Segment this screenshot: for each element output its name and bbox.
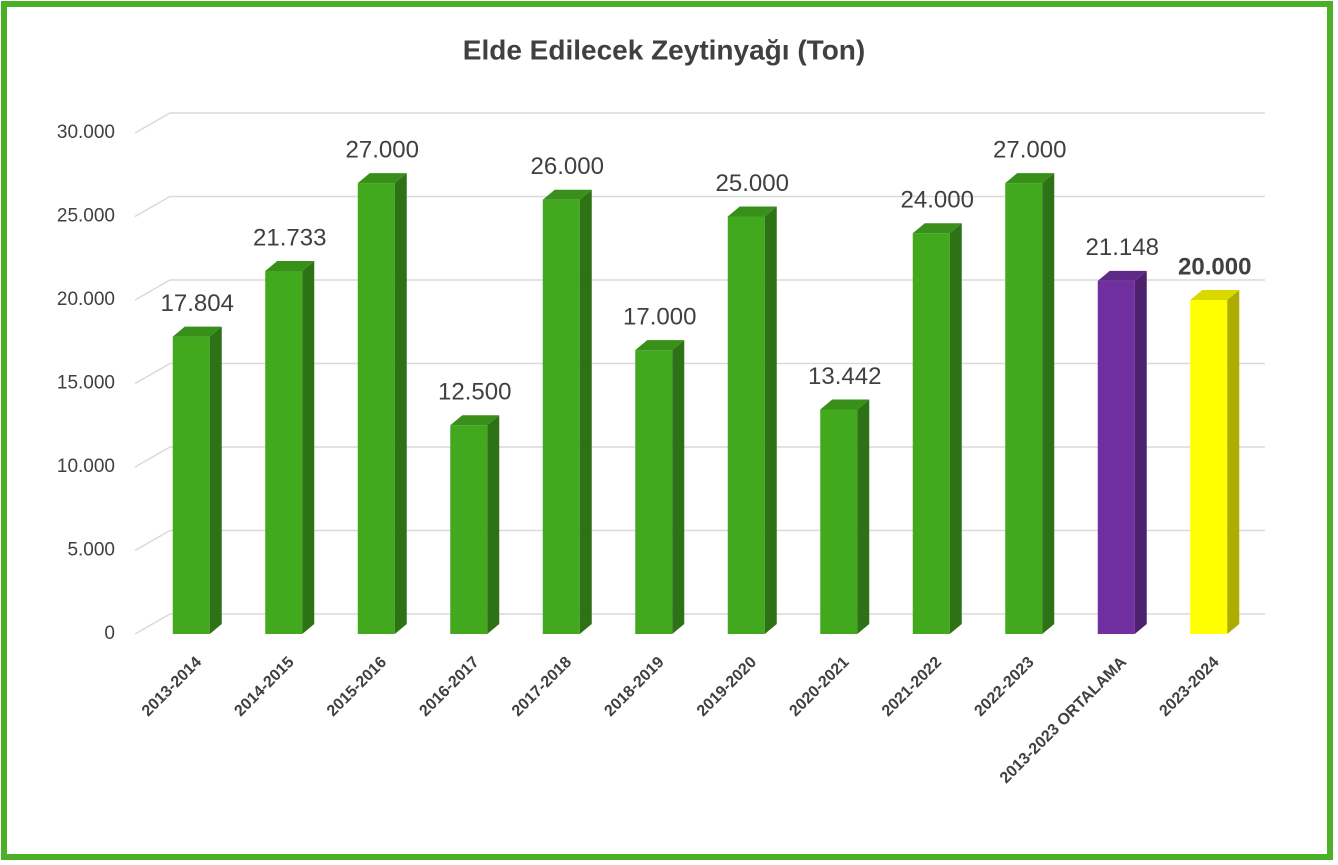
bar-top: [1097, 270, 1147, 281]
grid-line: [134, 195, 1265, 218]
bar: [172, 326, 222, 634]
bar: [820, 399, 870, 634]
bar-side: [949, 223, 962, 634]
bar-top: [820, 399, 870, 410]
bar-top: [450, 415, 500, 426]
bar: [727, 206, 777, 634]
value-label: 26.000: [531, 153, 604, 180]
y-tick-label: 5.000: [67, 540, 115, 561]
bar-front: [912, 233, 950, 634]
bar-top: [542, 189, 592, 200]
bar-front: [357, 183, 395, 634]
bar-side: [579, 189, 592, 635]
grid-line: [134, 112, 1265, 134]
grid-line: [134, 362, 1265, 385]
bar: [450, 415, 500, 634]
value-label: 24.000: [901, 187, 974, 214]
value-label: 21.733: [253, 224, 326, 251]
value-label: 17.000: [623, 303, 696, 330]
bar-top: [1190, 290, 1240, 300]
bar: [542, 189, 592, 635]
y-tick-label: 30.000: [57, 122, 115, 143]
value-label: 25.000: [716, 170, 789, 197]
bar-front: [265, 271, 303, 634]
bar-top: [727, 206, 777, 217]
bar-side: [209, 326, 222, 634]
value-label: 20.000: [1178, 253, 1251, 280]
bar-top: [635, 340, 685, 351]
bar-side: [487, 415, 500, 634]
bar: [1005, 173, 1055, 634]
grid-line: [134, 613, 1265, 635]
bar-front: [172, 336, 210, 634]
bar-top: [265, 261, 315, 272]
value-label: 12.500: [438, 379, 511, 406]
value-label: 27.000: [993, 136, 1066, 163]
bar-side: [302, 261, 315, 634]
bar-front: [635, 350, 673, 634]
y-tick-label: 0: [104, 623, 115, 644]
bar: [1097, 270, 1147, 634]
bar-side: [857, 399, 870, 634]
bar-front: [1005, 183, 1043, 634]
bar: [912, 223, 962, 634]
bar: [635, 340, 685, 634]
chart-title: Elde Edilecek Zeytinyağı (Ton): [463, 34, 865, 65]
bar-side: [764, 206, 777, 634]
bar-top: [912, 223, 962, 234]
grid-line: [134, 446, 1265, 468]
bar-front: [1097, 280, 1135, 634]
bar: [357, 173, 407, 634]
y-tick-label: 10.000: [57, 456, 115, 477]
bar: [1190, 290, 1240, 634]
y-tick-label: 20.000: [57, 289, 115, 310]
bar-side: [1134, 270, 1147, 634]
value-label: 17.804: [161, 290, 234, 317]
bar-front: [820, 409, 858, 634]
grid-line: [134, 529, 1265, 552]
value-label: 13.442: [808, 363, 881, 390]
bar-top: [357, 173, 407, 184]
grid-line: [134, 279, 1265, 301]
bar-front: [1190, 300, 1228, 634]
y-tick-label: 15.000: [57, 373, 115, 394]
bar-side: [1227, 290, 1240, 634]
bar-front: [450, 425, 488, 634]
y-tick-label: 25.000: [57, 206, 115, 227]
value-label: 21.148: [1086, 234, 1159, 261]
bar-front: [727, 216, 765, 634]
bar-top: [172, 326, 222, 337]
bar: [265, 261, 315, 634]
bar-top: [1005, 173, 1055, 184]
value-label: 27.000: [346, 136, 419, 163]
bar-side: [672, 340, 685, 634]
bar-side: [394, 173, 407, 634]
bar-front: [542, 199, 580, 635]
bar-side: [1042, 173, 1055, 634]
